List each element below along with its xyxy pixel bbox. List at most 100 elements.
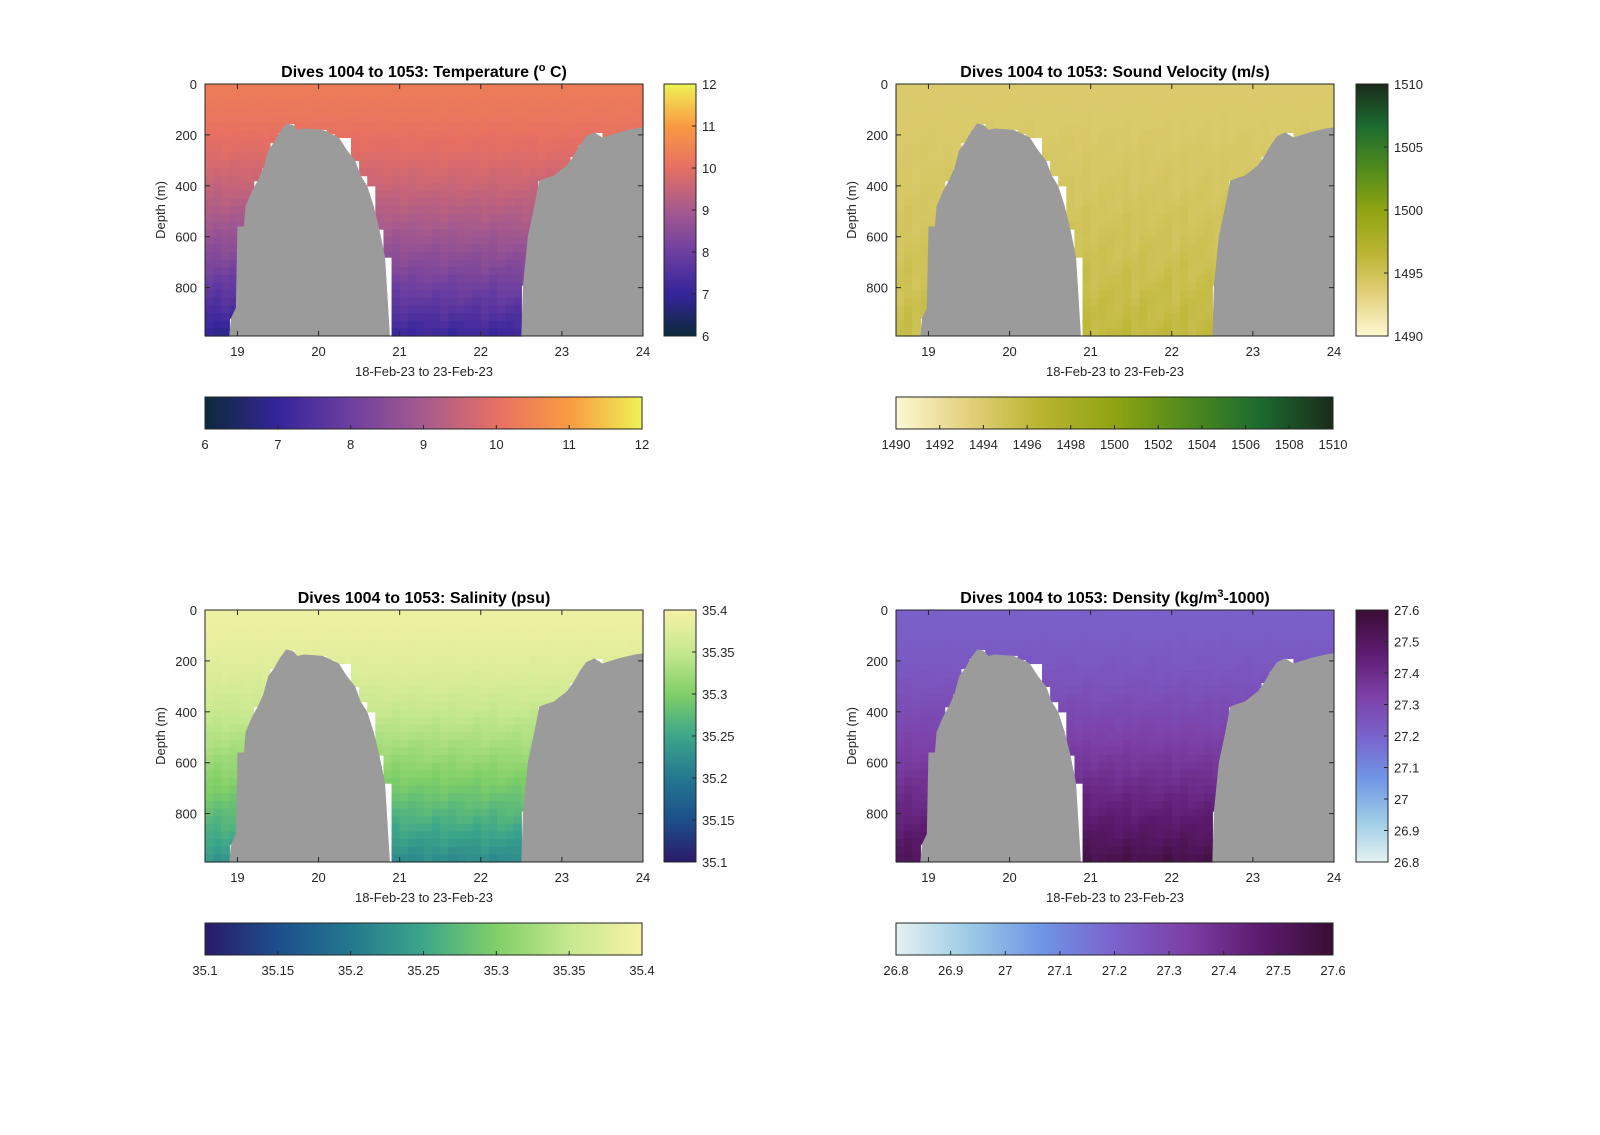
y-tick-label: 600 [175, 756, 197, 771]
heatmap-cell [464, 259, 474, 268]
heatmap-cell [1204, 739, 1213, 749]
heatmap-cell [1050, 640, 1059, 649]
heatmap-cell [383, 114, 393, 123]
heatmap-cell [969, 91, 978, 100]
heatmap-cell [1115, 846, 1124, 855]
heatmap-cell [383, 747, 393, 756]
heatmap-cell [205, 328, 214, 337]
heatmap-cell [424, 106, 433, 116]
heatmap-cell [920, 755, 930, 764]
heatmap-cell [1244, 145, 1254, 154]
heatmap-cell [302, 617, 312, 626]
heatmap-cell [618, 610, 628, 619]
heatmap-cell [1244, 160, 1254, 169]
heatmap-cell [578, 648, 587, 657]
heatmap-cell [480, 610, 490, 619]
heatmap-cell [545, 129, 555, 139]
heatmap-cell [1090, 160, 1100, 169]
heatmap-cell [912, 831, 921, 840]
heatmap-cell [1131, 808, 1140, 817]
heatmap-cell [1123, 663, 1132, 672]
heatmap-cell [213, 244, 222, 253]
heatmap-cell [1244, 84, 1254, 93]
heatmap-cell [1171, 122, 1181, 131]
heatmap-cell [472, 701, 482, 710]
heatmap-cell [610, 610, 620, 619]
heatmap-cell [1115, 747, 1124, 756]
heatmap-cell [1188, 655, 1197, 665]
axes-box [895, 83, 1335, 337]
heatmap-cell [261, 640, 271, 649]
heatmap-cell [537, 114, 547, 123]
y-axis-label: Depth (m) [153, 707, 168, 765]
heatmap-cell [1098, 678, 1108, 687]
heatmap-cell [896, 739, 905, 749]
heatmap-cell [415, 213, 425, 223]
heatmap-cell [1155, 274, 1165, 284]
heatmap-cell [1115, 701, 1124, 710]
heatmap-cell [261, 84, 271, 93]
heatmap-cell [480, 290, 490, 299]
heatmap-cell [912, 854, 921, 863]
heatmap-cell [407, 236, 417, 245]
heatmap-cell [545, 145, 555, 154]
heatmap-cell [415, 252, 425, 261]
heatmap-cell [610, 648, 620, 657]
heatmap-cell [602, 617, 612, 626]
heatmap-cell [1155, 168, 1165, 177]
heatmap-cell [415, 816, 425, 825]
heatmap-cell [480, 732, 490, 741]
heatmap-cell [213, 282, 222, 291]
heatmap-cell [529, 190, 539, 200]
heatmap-cell [952, 663, 962, 672]
heatmap-cell [505, 694, 514, 703]
heatmap-cell [229, 831, 239, 840]
heatmap-cell [497, 99, 506, 108]
heatmap-cell [1058, 625, 1067, 634]
heatmap-cell [513, 145, 522, 154]
heatmap-cell [448, 778, 458, 787]
heatmap-cell [513, 282, 522, 291]
heatmap-cell [1163, 808, 1173, 817]
heatmap-cell [1139, 694, 1149, 703]
heatmap-cell [245, 106, 255, 116]
heatmap-cell [1204, 221, 1213, 230]
heatmap-cell [221, 168, 230, 177]
heatmap-cell [1171, 244, 1181, 253]
heatmap-cell [1204, 328, 1213, 337]
heatmap-cell [1155, 739, 1165, 749]
heatmap-cell [440, 716, 449, 726]
heatmap-cell [1001, 610, 1011, 619]
heatmap-cell [213, 137, 222, 146]
heatmap-cell [1163, 793, 1173, 802]
heatmap-cell [1163, 770, 1173, 779]
heatmap-cell [375, 739, 385, 749]
heatmap-cell [269, 663, 279, 670]
heatmap-cell [1220, 91, 1230, 100]
heatmap-cell [920, 244, 930, 253]
heatmap-cell [424, 206, 433, 215]
heatmap-cell [472, 648, 482, 657]
heatmap-cell [375, 198, 385, 207]
heatmap-cell [367, 709, 376, 713]
heatmap-cell [1090, 831, 1100, 840]
heatmap-cell [936, 122, 946, 131]
heatmap-cell [896, 839, 905, 848]
heatmap-cell [269, 122, 279, 131]
heatmap-cell [1155, 114, 1165, 123]
heatmap-cell [1309, 106, 1319, 116]
heatmap-cell [960, 617, 970, 626]
heatmap-cell [229, 709, 239, 718]
heatmap-cell [545, 655, 555, 665]
heatmap-cell [359, 632, 368, 642]
heatmap-cell [904, 846, 913, 855]
heatmap-cell [407, 328, 417, 337]
heatmap-cell [912, 274, 921, 284]
heatmap-cell [1074, 160, 1084, 169]
heatmap-cell [488, 320, 498, 329]
heatmap-cell [1179, 755, 1189, 764]
heatmap-cell [1123, 846, 1132, 855]
heatmap-cell [1196, 823, 1205, 833]
heatmap-cell [1123, 770, 1132, 779]
heatmap-cell [205, 778, 214, 787]
